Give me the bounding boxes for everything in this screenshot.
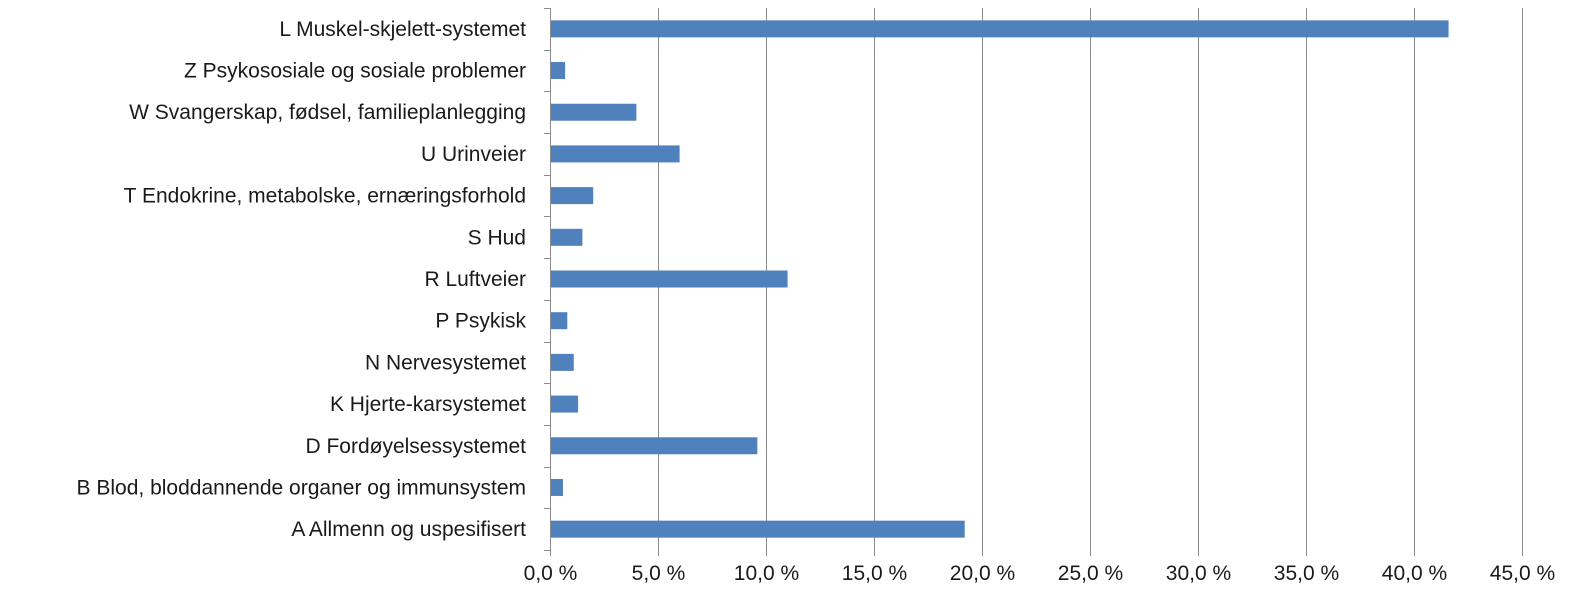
x-tick-label: 30,0 % <box>1166 562 1231 585</box>
bar <box>551 145 680 163</box>
category-label: A Allmenn og uspesifisert <box>291 518 526 541</box>
category-label: B Blod, bloddannende organer og immunsys… <box>77 476 526 499</box>
bar <box>551 270 788 288</box>
category-label: W Svangerskap, fødsel, familieplanleggin… <box>129 101 526 124</box>
category-label: S Hud <box>468 226 526 249</box>
x-tick-label: 20,0 % <box>950 562 1015 585</box>
x-tick-label: 35,0 % <box>1274 562 1339 585</box>
tick-labels: 0,0 % 5,0 % 10,0 % 15,0 % 20,0 % 25,0 % 30,0 %… <box>524 562 1556 585</box>
bar <box>551 103 637 121</box>
category-label: D Fordøyelsessystemet <box>305 435 526 458</box>
category-label: R Luftveier <box>424 268 526 291</box>
bar <box>551 395 579 413</box>
gridlines <box>658 8 1523 550</box>
bar <box>551 312 568 330</box>
category-label: N Nervesystemet <box>365 351 526 374</box>
bar <box>551 187 594 205</box>
category-label: U Urinveier <box>421 143 526 166</box>
bar <box>551 228 583 246</box>
x-tick-label: 10,0 % <box>734 562 799 585</box>
bar <box>551 20 1449 38</box>
category-labels: L Muskel-skjelett-systemet Z Psykososiale… <box>77 18 527 541</box>
x-tick-label: 15,0 % <box>842 562 907 585</box>
x-tick-label: 40,0 % <box>1382 562 1447 585</box>
x-tick-label: 5,0 % <box>632 562 686 585</box>
category-label: K Hjerte-karsystemet <box>330 393 526 416</box>
bar <box>551 353 574 371</box>
category-label: P Psykisk <box>435 310 526 333</box>
x-tick-label: 0,0 % <box>524 562 578 585</box>
bars <box>551 20 1449 538</box>
axes <box>544 8 1523 556</box>
x-tick-label: 45,0 % <box>1490 562 1555 585</box>
category-label: T Endokrine, metabolske, ernæringsforhol… <box>124 185 526 208</box>
bar <box>551 520 965 538</box>
category-label: L Muskel-skjelett-systemet <box>279 18 526 41</box>
bar <box>551 62 566 80</box>
category-label: Z Psykososiale og sosiale problemer <box>184 60 526 83</box>
bar <box>551 437 758 455</box>
bar <box>551 478 563 496</box>
x-tick-label: 25,0 % <box>1058 562 1123 585</box>
